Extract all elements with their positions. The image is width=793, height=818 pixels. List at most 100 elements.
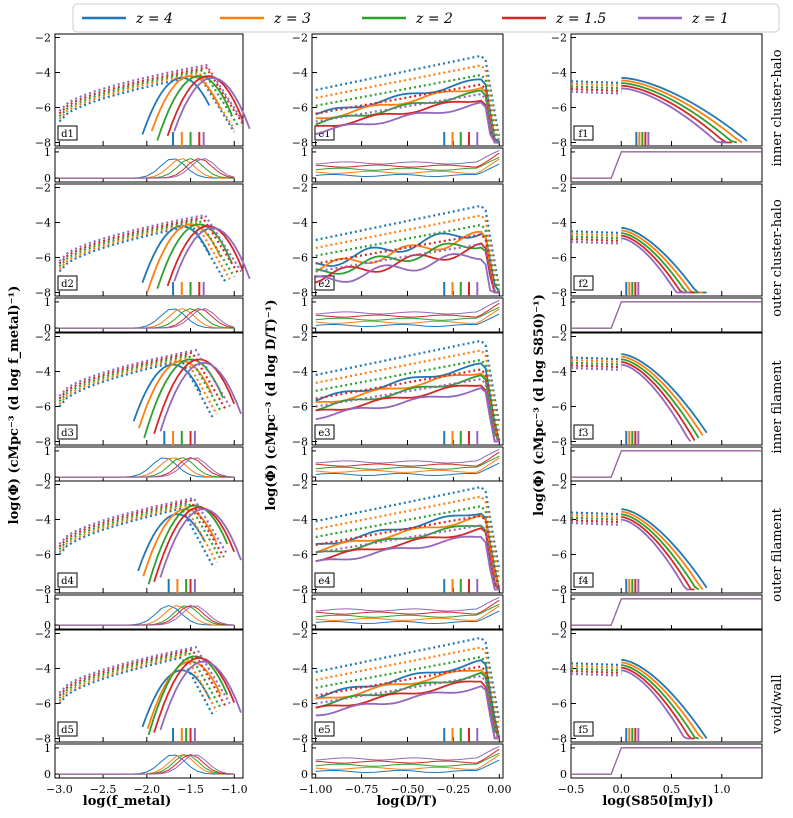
subpanel-frame	[570, 446, 763, 482]
y-axis-title-dt: log(Φ) (cMpc⁻³ (d log D/T)⁻¹)	[264, 300, 279, 511]
sub-y-tick-label: 0	[301, 619, 308, 632]
series-solid-1	[315, 86, 500, 144]
y-tick-label: −8	[551, 137, 567, 150]
series-solid-2	[621, 232, 699, 294]
series-solid-3	[621, 666, 695, 740]
sub-series-2	[59, 157, 235, 179]
series-dotted-0	[570, 230, 622, 235]
series-dotted-3	[58, 648, 227, 707]
subpanel-frame	[54, 743, 244, 779]
sub-y-tick-label: 0	[560, 619, 567, 632]
panel-id-frame	[57, 275, 78, 291]
sub-series-3	[571, 151, 762, 179]
sub-series-3	[571, 747, 762, 775]
series-dotted-3	[315, 514, 501, 590]
series-dotted-2	[570, 361, 622, 366]
series-dotted-1	[315, 64, 501, 143]
y-tick-label: −4	[292, 663, 308, 676]
y-axis-title-s850: log(Φ) (cMpc⁻³ (d log S850)⁻¹)	[532, 294, 547, 516]
subpanel-frame	[311, 297, 504, 333]
sub-series-4	[315, 149, 500, 165]
panel-id-box: d3	[57, 424, 78, 440]
series-solid-3	[166, 225, 244, 287]
sub-y-tick-label: 1	[44, 296, 51, 309]
panel-id-label: d2	[61, 279, 74, 290]
panel-d3: −8 −6 −4 −2 d3 0 1	[35, 331, 244, 484]
subpanel-frame	[311, 147, 504, 183]
panel-id-frame	[573, 721, 594, 737]
panel-id-label: f5	[578, 725, 588, 736]
series-solid-0	[621, 658, 708, 740]
row-label-1: outer cluster-halo	[770, 199, 785, 317]
sub-series-2	[315, 156, 500, 171]
panel-id-label: e3	[318, 428, 330, 439]
sub-series-0	[315, 313, 500, 328]
x-tick-label: −1.00	[299, 783, 333, 796]
y-tick-label: −6	[292, 549, 308, 562]
series-solid-4	[173, 226, 251, 282]
sub-y-tick-label: 0	[560, 471, 567, 484]
series-dotted-2	[315, 73, 501, 143]
series-dotted-0	[570, 511, 622, 516]
panel-frame	[54, 629, 244, 743]
series-solid-1	[315, 669, 501, 739]
y-tick-label: −2	[35, 182, 51, 195]
y-tick-label: −2	[35, 331, 51, 344]
x-tick-label: −0.25	[437, 783, 471, 796]
y-tick-label: −4	[35, 663, 51, 676]
series-solid-2	[143, 358, 224, 439]
sub-series-3	[59, 308, 235, 329]
subpanel-frame	[570, 743, 763, 779]
series-dotted-2	[570, 85, 622, 90]
sub-y-tick-label: 1	[301, 593, 308, 606]
y-tick-label: −8	[35, 436, 51, 449]
series-solid-3	[315, 384, 500, 443]
sub-y-tick-label: 1	[301, 146, 308, 159]
series-solid-4	[315, 386, 500, 443]
panel-id-label: f1	[578, 129, 588, 140]
sub-series-4	[59, 754, 235, 775]
y-tick-label: −2	[35, 32, 51, 45]
series-solid-1	[138, 360, 213, 429]
series-solid-0	[315, 362, 501, 442]
series-dotted-4	[58, 348, 231, 408]
series-dotted-0	[58, 224, 227, 283]
series-solid-1	[621, 510, 704, 591]
sub-y-tick-label: 1	[44, 146, 51, 159]
series-dotted-4	[315, 524, 501, 591]
y-tick-label: −4	[551, 217, 567, 230]
y-tick-label: −6	[35, 252, 51, 265]
series-dotted-3	[315, 368, 501, 442]
panel-id-frame	[57, 721, 78, 737]
subpanel-frame	[54, 594, 244, 630]
series-dotted-0	[570, 662, 622, 667]
sub-series-0	[315, 163, 500, 178]
sub-series-1	[315, 457, 500, 473]
series-dotted-1	[570, 514, 622, 518]
y-tick-label: −2	[551, 628, 567, 641]
series-solid-4	[621, 363, 692, 443]
sub-series-3	[315, 152, 500, 168]
series-dotted-1	[58, 71, 236, 130]
y-tick-label: −8	[35, 733, 51, 746]
panel-id-frame	[573, 275, 594, 291]
series-solid-0	[621, 353, 708, 434]
sub-series-2	[59, 307, 235, 329]
y-tick-label: −8	[35, 287, 51, 300]
y-tick-label: −2	[292, 479, 308, 492]
series-dotted-1	[315, 495, 501, 581]
sub-series-0	[571, 301, 762, 329]
series-solid-4	[621, 87, 727, 144]
sub-series-0	[315, 462, 500, 477]
series-solid-1	[315, 372, 501, 442]
series-dotted-4	[570, 240, 622, 245]
sub-series-1	[571, 151, 762, 179]
panel-id-box: f1	[573, 125, 594, 141]
series-solid-2	[156, 223, 233, 289]
panel-grid: −8−6−4−2d101−8−6−4−2d201−8−6−4−2d301−8−6…	[35, 32, 763, 796]
panel-frame	[311, 183, 504, 297]
sub-series-0	[571, 598, 762, 626]
sub-y-tick-label: 0	[560, 322, 567, 335]
series-solid-1	[315, 514, 501, 590]
sub-series-4	[571, 301, 762, 329]
